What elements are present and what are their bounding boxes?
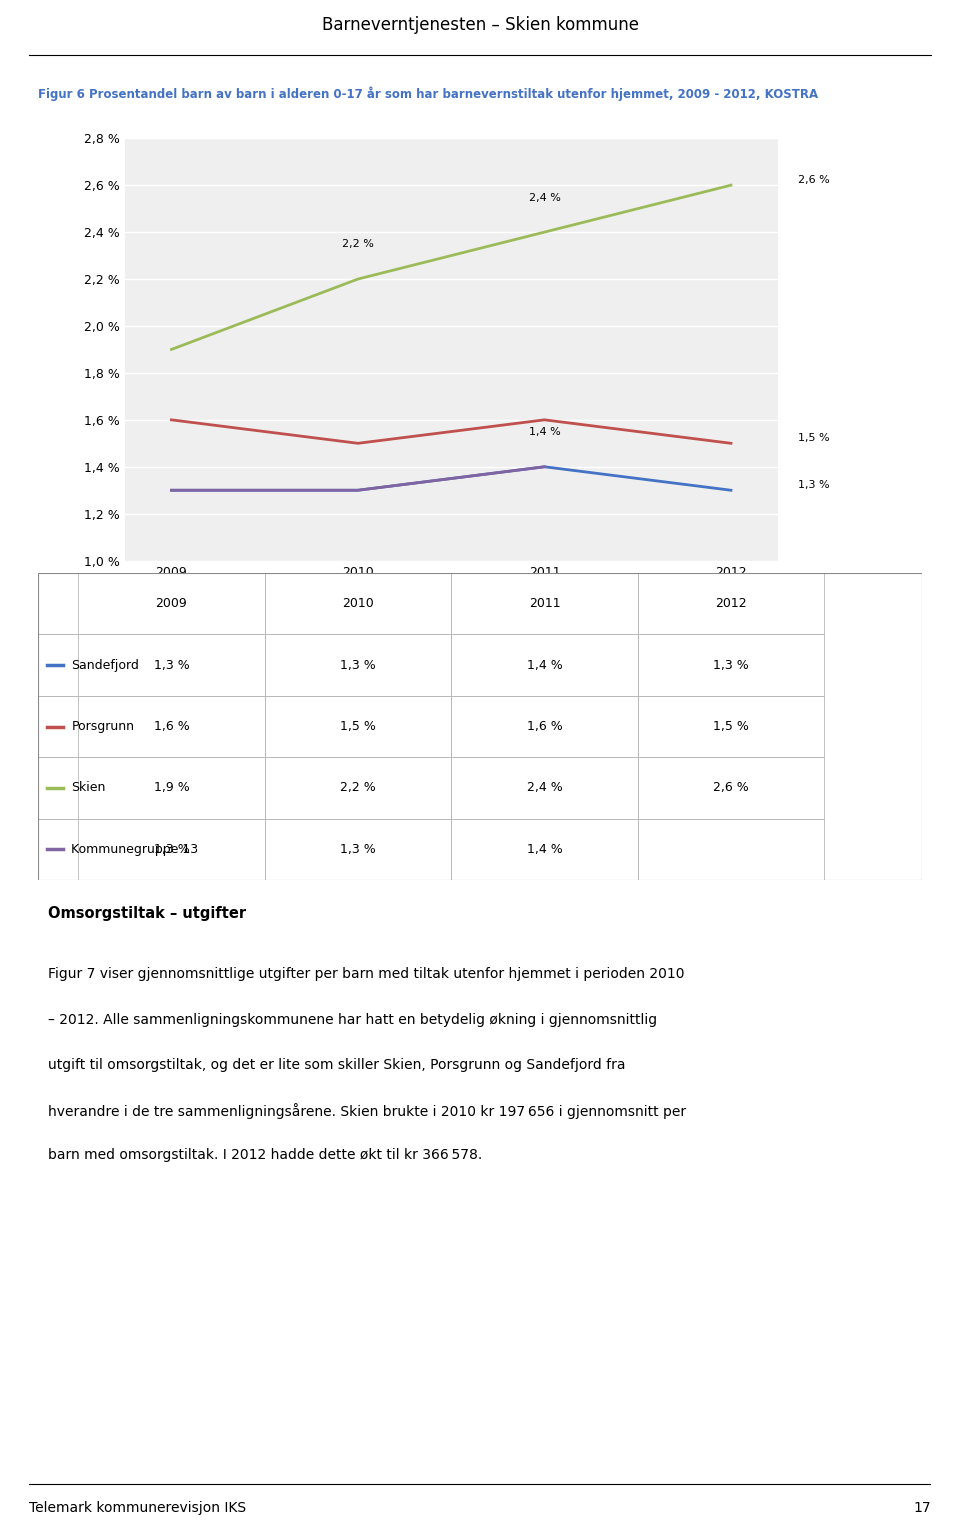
Bar	[451, 696, 637, 757]
Bar	[637, 757, 825, 819]
Bar	[38, 819, 125, 880]
Text: hverandre i de tre sammenligningsårene. Skien brukte i 2010 kr 197 656 i gjennom: hverandre i de tre sammenligningsårene. …	[48, 1103, 686, 1120]
Text: 1,3 %: 1,3 %	[798, 481, 829, 490]
Text: 2,4 %: 2,4 %	[527, 782, 563, 794]
Bar	[265, 634, 451, 696]
Text: 1,5 %: 1,5 %	[798, 433, 829, 444]
Text: barn med omsorgstiltak. I 2012 hadde dette økt til kr 366 578.: barn med omsorgstiltak. I 2012 hadde det…	[48, 1149, 482, 1163]
Bar	[265, 819, 451, 880]
Text: 1,4 %: 1,4 %	[529, 427, 561, 438]
Bar	[637, 819, 825, 880]
Text: 2012: 2012	[715, 598, 747, 610]
Text: Figur 7 viser gjennomsnittlige utgifter per barn med tiltak utenfor hjemmet i pe: Figur 7 viser gjennomsnittlige utgifter …	[48, 968, 684, 982]
Text: 1,4 %: 1,4 %	[527, 659, 563, 671]
Text: Telemark kommunerevisjon IKS: Telemark kommunerevisjon IKS	[29, 1501, 246, 1514]
Text: 2009: 2009	[156, 598, 187, 610]
Text: – 2012. Alle sammenligningskommunene har hatt en betydelig økning i gjennomsnitt: – 2012. Alle sammenligningskommunene har…	[48, 1012, 658, 1026]
Bar	[38, 634, 125, 696]
Bar	[451, 819, 637, 880]
Text: Figur 6 Prosentandel barn av barn i alderen 0-17 år som har barnevernstiltak ute: Figur 6 Prosentandel barn av barn i alde…	[38, 86, 819, 101]
Text: 2,6 %: 2,6 %	[713, 782, 749, 794]
Text: 2,6 %: 2,6 %	[798, 175, 829, 186]
Text: 1,3 %: 1,3 %	[154, 659, 189, 671]
Text: 1,6 %: 1,6 %	[527, 720, 563, 733]
Text: Porsgrunn: Porsgrunn	[71, 720, 134, 733]
Text: 2011: 2011	[529, 598, 561, 610]
Text: 1,5 %: 1,5 %	[713, 720, 749, 733]
Bar	[637, 573, 825, 634]
Bar	[78, 573, 265, 634]
Text: 2010: 2010	[342, 598, 373, 610]
Text: utgift til omsorgstiltak, og det er lite som skiller Skien, Porsgrunn og Sandefj: utgift til omsorgstiltak, og det er lite…	[48, 1058, 626, 1072]
Text: 1,3 %: 1,3 %	[340, 659, 375, 671]
Bar	[78, 819, 265, 880]
Bar	[38, 573, 125, 634]
Text: 2,2 %: 2,2 %	[342, 240, 373, 249]
Bar	[637, 634, 825, 696]
Text: 1,5 %: 1,5 %	[340, 720, 376, 733]
Bar	[38, 757, 125, 819]
Bar	[265, 757, 451, 819]
Text: 17: 17	[914, 1501, 931, 1514]
Text: 1,6 %: 1,6 %	[154, 720, 189, 733]
Text: Omsorgstiltak – utgifter: Omsorgstiltak – utgifter	[48, 906, 246, 922]
Text: 1,9 %: 1,9 %	[154, 782, 189, 794]
Text: 1,3 %: 1,3 %	[713, 659, 749, 671]
Text: Skien: Skien	[71, 782, 106, 794]
Text: 2,4 %: 2,4 %	[529, 192, 561, 203]
Text: Kommunegruppe 13: Kommunegruppe 13	[71, 843, 199, 856]
Text: 1,4 %: 1,4 %	[527, 843, 563, 856]
Bar	[38, 696, 125, 757]
Bar	[265, 696, 451, 757]
Bar	[265, 573, 451, 634]
Bar	[78, 634, 265, 696]
Bar	[451, 573, 637, 634]
Bar	[78, 696, 265, 757]
Bar	[637, 696, 825, 757]
Bar	[78, 757, 265, 819]
Text: 2,2 %: 2,2 %	[340, 782, 375, 794]
Bar	[451, 634, 637, 696]
Bar	[451, 757, 637, 819]
Text: Sandefjord: Sandefjord	[71, 659, 139, 671]
Text: 1,3 %: 1,3 %	[340, 843, 375, 856]
Text: Barneverntjenesten – Skien kommune: Barneverntjenesten – Skien kommune	[322, 17, 638, 34]
Text: 1,3 %: 1,3 %	[154, 843, 189, 856]
